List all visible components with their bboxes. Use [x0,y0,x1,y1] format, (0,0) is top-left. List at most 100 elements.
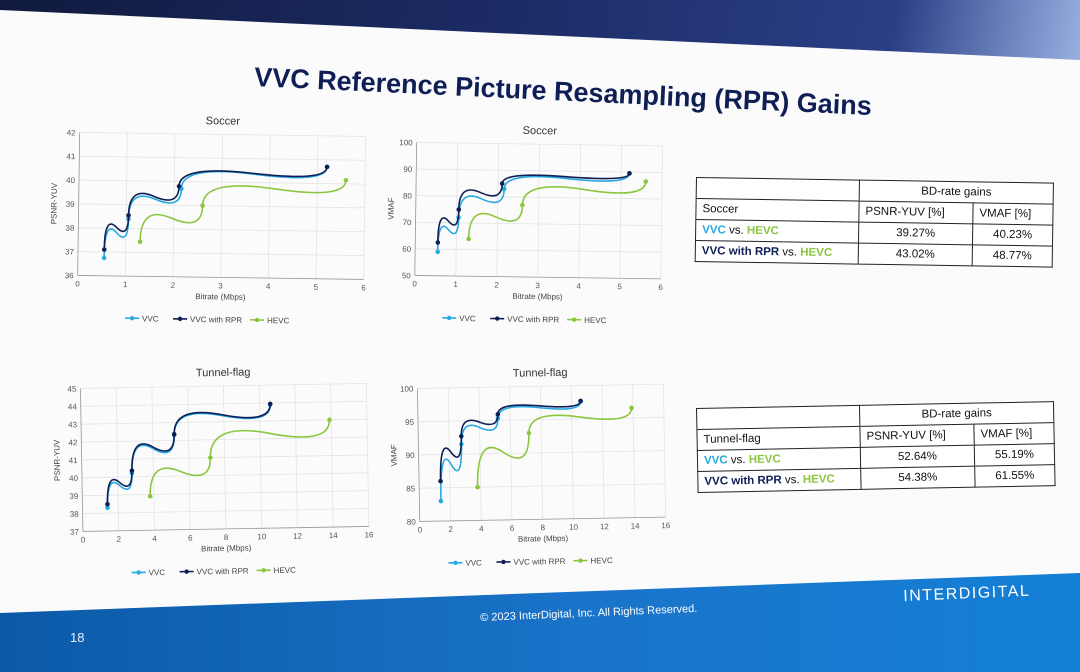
table-cell-psnr: 43.02% [858,243,973,266]
table-col-psnr: PSNR-YUV [%] [859,424,975,448]
x-tick-label: 16 [364,530,374,539]
data-point [267,401,273,407]
x-tick-label: 10 [569,523,579,532]
y-tick-label: 80 [407,517,417,526]
series-line-vvc-rpr [103,166,328,250]
data-point [147,493,153,499]
y-axis [414,142,418,276]
table-cell-psnr: 54.38% [860,466,976,490]
x-tick-label: 2 [494,281,499,290]
y-axis-label: VMAF [387,197,396,219]
y-tick-label: 50 [402,271,412,280]
legend-marker [129,315,135,321]
gridline-x [315,135,319,279]
data-point [520,202,525,208]
legend-marker [578,558,583,563]
y-tick-label: 40 [69,474,79,483]
chart-soccer-psnr: Soccer 36 37 38 39 40 41 42 0 1 2 3 4 5 6 Bitrate (Mbps… [49,115,366,325]
data-point [499,181,505,186]
data-point [459,433,464,439]
x-axis [419,516,666,522]
x-tick-label: 4 [152,534,157,543]
data-point [643,179,649,184]
x-tick-label: 6 [188,533,193,542]
legend-marker [572,317,577,322]
series-line-hevc [467,181,647,239]
y-tick-label: 36 [65,271,75,280]
data-point [137,239,143,245]
series-line-vvc [440,401,582,502]
table-cell-vmaf: 40.23% [972,223,1053,247]
x-tick-label: 5 [314,283,319,292]
gridline-x [187,386,191,530]
y-tick-label: 38 [70,510,80,519]
gridline-x [537,144,541,278]
gridline-x [172,133,176,277]
gridline-x [220,134,224,278]
table-row-label: VVC with RPR vs. HEVC [695,240,859,265]
data-point [126,213,131,218]
gridline-x [330,384,334,528]
legend-entry: HEVC [267,316,290,325]
legend-marker [501,559,506,565]
table-cell-vmaf: 61.55% [974,464,1056,488]
y-axis-label: VMAF [389,444,398,466]
y-tick-label: 100 [400,384,414,393]
x-axis [414,275,661,280]
series-line-vvc-rpr [437,173,631,243]
y-tick-label: 85 [406,484,416,493]
gridline-x [509,386,513,520]
table-corner [696,177,860,202]
table-sequence-label: Soccer [695,198,860,223]
y-tick-label: 42 [68,438,78,447]
x-axis-label: Bitrate (Mbps) [512,292,563,302]
gridline-x [294,384,298,528]
legend-entry: VVC with RPR [190,315,242,325]
y-tick-label: 37 [65,247,75,256]
x-tick-label: 14 [631,522,641,531]
x-tick-label: 1 [123,280,128,289]
y-tick-label: 95 [405,418,415,427]
legend-entry: HEVC [584,316,607,325]
chart-title: Tunnel-flag [196,366,251,379]
chart-title: Tunnel-flag [513,367,568,380]
gridline-x [365,383,370,527]
y-axis [80,388,84,532]
table-cell-vmaf: 48.77% [972,244,1053,268]
table-cell-vmaf: 55.19% [974,443,1055,467]
data-point [475,484,480,490]
series-line-hevc [139,180,347,242]
x-tick-label: 3 [535,281,540,290]
chart-tunnel-vmaf: Tunnel-flag 80 85 90 95 100 0 2 4 6 8 10 12 14 16 Bitra… [389,367,671,568]
gridline-x [267,135,271,279]
y-tick-label: 42 [67,128,77,137]
gridline-x [447,387,451,521]
legend-entry: HEVC [590,556,613,565]
gridline-x [619,145,623,279]
gridline-x [222,385,227,529]
table-col-psnr: PSNR-YUV [%] [858,201,974,224]
y-tick-label: 70 [403,218,413,227]
gridline-x [578,144,582,278]
y-tick-label: 41 [69,456,79,465]
x-axis-label: Bitrate (Mbps) [201,543,252,553]
legend-entry: VVC [459,314,476,323]
y-tick-label: 43 [68,420,78,429]
legend-entry: VVC with RPR [197,567,249,577]
x-tick-label: 0 [81,535,86,544]
x-tick-label: 4 [576,282,581,291]
bd-rate-table-soccer: BD-rate gains Soccer PSNR-YUV [%] VMAF [… [694,177,1054,268]
data-point [435,249,440,255]
series-line-hevc [149,419,331,497]
legend-marker [447,315,452,321]
table-col-vmaf: VMAF [%] [972,202,1054,226]
series-line-vvc-rpr [439,400,582,482]
y-axis [77,132,81,276]
legend-marker [495,316,500,321]
table-row-label: VVC with RPR vs. HEVC [697,468,862,493]
data-point [578,398,583,404]
y-tick-label: 37 [70,527,80,536]
bd-rate-table-tunnel: BD-rate gains Tunnel-flag PSNR-YUV [%] V… [696,401,1056,493]
gridline-x [660,145,664,279]
gridline-x [496,143,500,277]
